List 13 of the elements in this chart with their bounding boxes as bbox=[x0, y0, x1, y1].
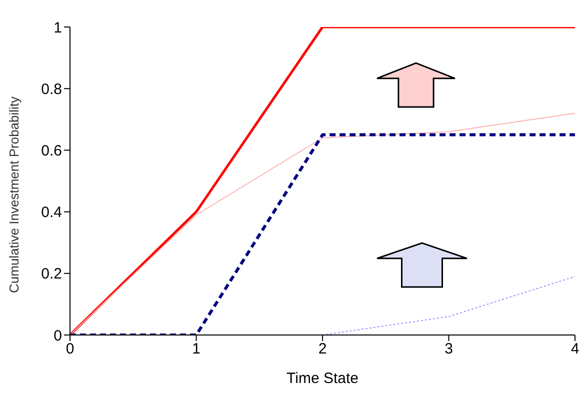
y-axis-title: Cumulative Investment Probability bbox=[6, 96, 22, 293]
x-tick-label: 4 bbox=[570, 340, 580, 358]
y-tick-label: 0.8 bbox=[41, 80, 62, 98]
y-tick-label: 0 bbox=[54, 327, 62, 344]
y-tick-label: 0.6 bbox=[41, 142, 62, 160]
x-tick-label: 1 bbox=[192, 340, 200, 358]
y-tick-label: 0.2 bbox=[41, 266, 62, 283]
x-tick-label: 2 bbox=[318, 340, 327, 358]
x-tick-label: 3 bbox=[444, 340, 453, 358]
y-tick-label: 0.4 bbox=[41, 204, 62, 222]
x-axis-title: Time State bbox=[286, 370, 358, 387]
y-tick-label: 1 bbox=[54, 19, 62, 36]
x-tick-label: 0 bbox=[66, 340, 74, 358]
